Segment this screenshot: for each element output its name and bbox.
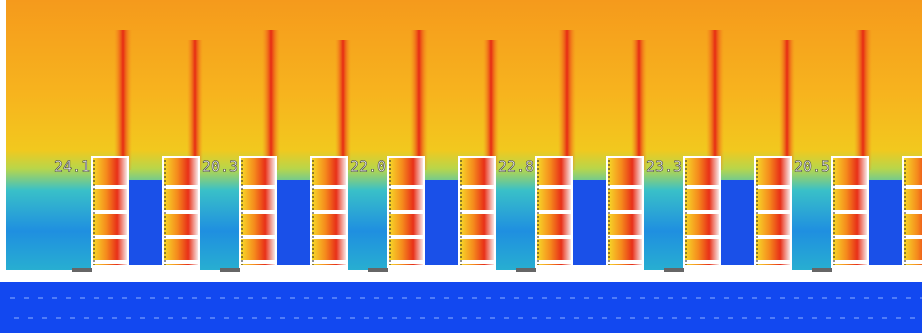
hot-plume [854, 30, 872, 170]
rack-shelf [92, 260, 128, 264]
rack-shelf [92, 235, 128, 239]
rack-shelf [832, 260, 868, 264]
floor-tile [220, 268, 240, 272]
rack-base [240, 265, 347, 282]
rack-shelf [832, 185, 868, 189]
rack-shelf [607, 185, 643, 189]
rack-shelf [607, 235, 643, 239]
rack-shelf [240, 235, 276, 239]
temperature-label: 24.1 [54, 158, 90, 176]
rack-shelf [903, 210, 922, 214]
hot-plume [779, 40, 795, 170]
temperature-label: 22.8 [498, 158, 534, 176]
rack-shelf [607, 260, 643, 264]
rack-shelf [240, 185, 276, 189]
rack-shelf [536, 235, 572, 239]
floor-tile [516, 268, 536, 272]
hot-plume [558, 30, 576, 170]
plenum [0, 282, 922, 333]
floor-tile [812, 268, 832, 272]
cold-aisle [720, 180, 755, 270]
rack-base [536, 265, 643, 282]
hot-plume [114, 30, 132, 170]
hot-plume [187, 40, 203, 170]
rack-shelf [459, 235, 495, 239]
rack-shelf [311, 185, 347, 189]
hot-plume [410, 30, 428, 170]
rack-shelf [163, 260, 199, 264]
rack-base [388, 265, 495, 282]
hot-plume [483, 40, 499, 170]
rack-shelf [163, 185, 199, 189]
floor-tile [368, 268, 388, 272]
rack-shelf [607, 210, 643, 214]
rack-shelf [163, 235, 199, 239]
temperature-label: 20.5 [794, 158, 830, 176]
rack-shelf [536, 260, 572, 264]
temperature-label: 22.0 [350, 158, 386, 176]
rack-shelf [536, 210, 572, 214]
rack-shelf [755, 235, 791, 239]
rack-shelf [459, 260, 495, 264]
temperature-label: 23.3 [646, 158, 682, 176]
rack-shelf [755, 185, 791, 189]
rack-shelf [684, 260, 720, 264]
cold-aisle [572, 180, 607, 270]
rack-shelf [459, 210, 495, 214]
cold-aisle [276, 180, 311, 270]
rack-shelf [536, 185, 572, 189]
rack-shelf [903, 235, 922, 239]
rack-shelf [684, 235, 720, 239]
rack-shelf [92, 185, 128, 189]
rack-shelf [388, 210, 424, 214]
temperature-label: 20.3 [202, 158, 238, 176]
rack-shelf [832, 210, 868, 214]
rack-shelf [311, 235, 347, 239]
rack-shelf [755, 260, 791, 264]
hot-plume [335, 40, 351, 170]
rack-base [92, 265, 199, 282]
floor-tile [664, 268, 684, 272]
rack-shelf [311, 210, 347, 214]
rack-shelf [388, 260, 424, 264]
rack-shelf [832, 235, 868, 239]
rack-shelf [684, 185, 720, 189]
hot-plume [262, 30, 280, 170]
rack-shelf [903, 185, 922, 189]
cfd-view: 24.1 20.3 22.0 22.8 23.3 20.5 [0, 0, 922, 333]
rack-shelf [755, 210, 791, 214]
cold-aisle [128, 180, 163, 270]
rack-shelf [684, 210, 720, 214]
cold-aisle [868, 180, 903, 270]
rack-shelf [459, 185, 495, 189]
rack-shelf [311, 260, 347, 264]
rack-shelf [388, 185, 424, 189]
border [0, 0, 6, 272]
rack-shelf [903, 260, 922, 264]
rack-base [832, 265, 922, 282]
cold-aisle [424, 180, 459, 270]
rack-shelf [92, 210, 128, 214]
rack-shelf [240, 210, 276, 214]
hot-plume [706, 30, 724, 170]
floor-tile [72, 268, 92, 272]
rack-shelf [388, 235, 424, 239]
rack-shelf [240, 260, 276, 264]
rack-base [684, 265, 791, 282]
rack-shelf [163, 210, 199, 214]
hot-plume [631, 40, 647, 170]
